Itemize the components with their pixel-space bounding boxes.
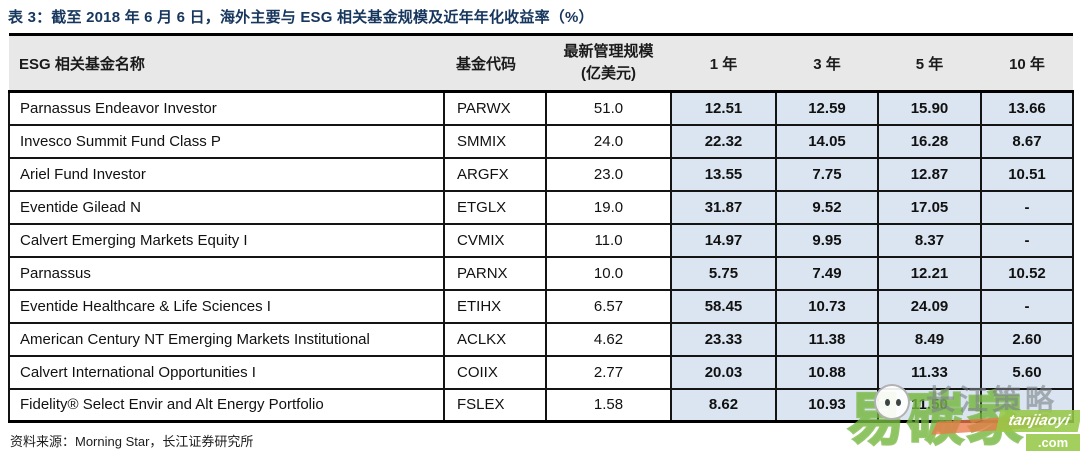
return-3y-cell: 10.73 [775, 288, 879, 324]
fund-name-cell: Parnassus Endeavor Investor [8, 90, 445, 126]
fund-code-cell: PARNX [443, 255, 547, 291]
return-1y-cell: 20.03 [670, 354, 777, 390]
fund-name-cell: Fidelity® Select Envir and Alt Energy Po… [8, 387, 445, 423]
fund-code-cell: FSLEX [443, 387, 547, 423]
table-header: ESG 相关基金名称 基金代码 最新管理规模 (亿美元) 1 年 3 年 5 年… [9, 34, 1073, 93]
fund-aum-cell: 24.0 [545, 123, 672, 159]
return-10y-cell: 10.52 [980, 255, 1074, 291]
return-3y-cell: 14.05 [775, 123, 879, 159]
table-title: 表 3：截至 2018 年 6 月 6 日，海外主要与 ESG 相关基金规模及近… [8, 9, 594, 26]
fund-code-cell: PARWX [443, 90, 547, 126]
header-fund-name: ESG 相关基金名称 [9, 34, 444, 93]
fund-code-cell: COIIX [443, 354, 547, 390]
fund-code-cell: SMMIX [443, 123, 547, 159]
return-10y-cell: 2.60 [980, 321, 1074, 357]
return-1y-cell: 8.62 [670, 387, 777, 423]
return-5y-cell: 24.09 [877, 288, 982, 324]
table-body: Parnassus Endeavor Investor PARWX 51.0 1… [8, 90, 1074, 423]
table-row: American Century NT Emerging Markets Ins… [8, 321, 1074, 357]
return-5y-cell: 11.33 [877, 354, 982, 390]
return-5y-cell: 16.28 [877, 123, 982, 159]
fund-name-cell: Calvert International Opportunities I [8, 354, 445, 390]
return-10y-cell: 5.60 [980, 354, 1074, 390]
return-1y-cell: 5.75 [670, 255, 777, 291]
return-1y-cell: 13.55 [670, 156, 777, 192]
return-1y-cell: 23.33 [670, 321, 777, 357]
return-10y-cell: - [980, 288, 1074, 324]
return-1y-cell: 31.87 [670, 189, 777, 225]
return-5y-cell: 15.90 [877, 90, 982, 126]
fund-aum-cell: 6.57 [545, 288, 672, 324]
return-5y-cell: 8.37 [877, 222, 982, 258]
fund-aum-cell: 2.77 [545, 354, 672, 390]
return-1y-cell: 22.32 [670, 123, 777, 159]
return-1y-cell: 12.51 [670, 90, 777, 126]
fund-aum-cell: 51.0 [545, 90, 672, 126]
esg-fund-table: ESG 相关基金名称 基金代码 最新管理规模 (亿美元) 1 年 3 年 5 年… [8, 33, 1074, 423]
fund-name-cell: American Century NT Emerging Markets Ins… [8, 321, 445, 357]
return-10y-cell: 10.51 [980, 156, 1074, 192]
header-10y: 10 年 [981, 34, 1073, 93]
table-row: Eventide Gilead N ETGLX 19.0 31.87 9.52 … [8, 189, 1074, 225]
return-10y-cell: - [980, 189, 1074, 225]
table-row: Ariel Fund Investor ARGFX 23.0 13.55 7.7… [8, 156, 1074, 192]
return-3y-cell: 7.49 [775, 255, 879, 291]
return-3y-cell: 12.59 [775, 90, 879, 126]
return-5y-cell: 12.87 [877, 156, 982, 192]
fund-name-cell: Calvert Emerging Markets Equity I [8, 222, 445, 258]
return-5y-cell: 8.49 [877, 321, 982, 357]
fund-name-cell: Ariel Fund Investor [8, 156, 445, 192]
table-row: Parnassus Endeavor Investor PARWX 51.0 1… [8, 90, 1074, 126]
table-row: Fidelity® Select Envir and Alt Energy Po… [8, 387, 1074, 423]
header-fund-code: 基金代码 [444, 34, 546, 93]
fund-aum-cell: 19.0 [545, 189, 672, 225]
fund-name-cell: Invesco Summit Fund Class P [8, 123, 445, 159]
fund-code-cell: CVMIX [443, 222, 547, 258]
return-10y-cell [980, 387, 1074, 423]
header-3y: 3 年 [776, 34, 878, 93]
header-1y: 1 年 [671, 34, 776, 93]
header-aum: 最新管理规模 (亿美元) [546, 34, 671, 93]
fund-aum-cell: 10.0 [545, 255, 672, 291]
fund-aum-cell: 4.62 [545, 321, 672, 357]
fund-name-cell: Eventide Gilead N [8, 189, 445, 225]
return-3y-cell: 10.93 [775, 387, 879, 423]
table-row: Invesco Summit Fund Class P SMMIX 24.0 2… [8, 123, 1074, 159]
return-1y-cell: 58.45 [670, 288, 777, 324]
fund-name-cell: Eventide Healthcare & Life Sciences I [8, 288, 445, 324]
return-3y-cell: 11.38 [775, 321, 879, 357]
table-row: Calvert International Opportunities I CO… [8, 354, 1074, 390]
table-row: Parnassus PARNX 10.0 5.75 7.49 12.21 10.… [8, 255, 1074, 291]
return-3y-cell: 9.52 [775, 189, 879, 225]
return-5y-cell: 12.21 [877, 255, 982, 291]
return-3y-cell: 9.95 [775, 222, 879, 258]
return-10y-cell: - [980, 222, 1074, 258]
table-row: Eventide Healthcare & Life Sciences I ET… [8, 288, 1074, 324]
return-5y-cell: 17.05 [877, 189, 982, 225]
header-aum-line2: (亿美元) [581, 65, 636, 82]
return-1y-cell: 14.97 [670, 222, 777, 258]
header-row: ESG 相关基金名称 基金代码 最新管理规模 (亿美元) 1 年 3 年 5 年… [9, 34, 1073, 93]
header-aum-line1: 最新管理规模 [563, 43, 654, 61]
fund-aum-cell: 1.58 [545, 387, 672, 423]
fund-name-cell: Parnassus [8, 255, 445, 291]
source-note: 资料来源：Morning Star，长江证券研究所 [10, 434, 254, 449]
fund-aum-cell: 11.0 [545, 222, 672, 258]
fund-code-cell: ETGLX [443, 189, 547, 225]
watermark-domain: .com [1026, 434, 1080, 451]
fund-code-cell: ETIHX [443, 288, 547, 324]
header-5y: 5 年 [878, 34, 981, 93]
fund-aum-cell: 23.0 [545, 156, 672, 192]
return-10y-cell: 8.67 [980, 123, 1074, 159]
return-5y-cell: 11.50 [877, 387, 982, 423]
table-row: Calvert Emerging Markets Equity I CVMIX … [8, 222, 1074, 258]
fund-code-cell: ARGFX [443, 156, 547, 192]
return-10y-cell: 13.66 [980, 90, 1074, 126]
return-3y-cell: 7.75 [775, 156, 879, 192]
return-3y-cell: 10.88 [775, 354, 879, 390]
fund-code-cell: ACLKX [443, 321, 547, 357]
